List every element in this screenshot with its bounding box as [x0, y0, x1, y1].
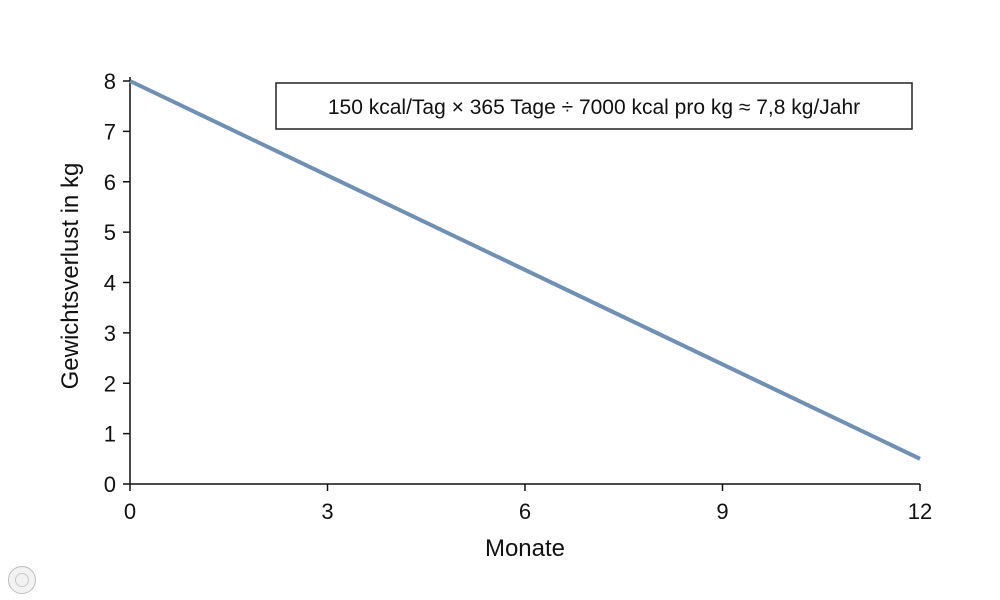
y-tick-label: 2 — [104, 371, 116, 396]
y-tick-label: 4 — [104, 271, 116, 296]
x-tick-label: 12 — [908, 499, 932, 524]
annotation-box — [275, 82, 913, 130]
watermark-logo — [8, 566, 36, 594]
y-axis-title: Gewichtsverlust in kg — [57, 163, 84, 390]
y-axis-ticks: 0 1 2 3 4 5 6 7 8 — [104, 69, 130, 497]
y-tick-label: 3 — [104, 321, 116, 346]
x-tick-label: 6 — [519, 499, 531, 524]
x-tick-label: 3 — [321, 499, 333, 524]
x-tick-label: 0 — [124, 499, 136, 524]
annotation-text: 150 kcal/Tag × 365 Tage ÷ 7000 kcal pro … — [328, 96, 860, 119]
y-tick-label: 6 — [104, 170, 116, 195]
y-tick-label: 8 — [104, 69, 116, 94]
series-layer — [129, 79, 921, 461]
y-tick-label: 5 — [104, 220, 116, 245]
x-axis-title: Monate — [485, 535, 565, 562]
y-tick-label: 1 — [104, 422, 116, 447]
y-tick-label: 7 — [104, 119, 116, 144]
series-line — [129, 79, 921, 461]
y-tick-label: 0 — [104, 472, 116, 497]
x-axis-ticks: 0 3 6 9 12 — [124, 484, 932, 524]
x-tick-label: 9 — [716, 499, 728, 524]
